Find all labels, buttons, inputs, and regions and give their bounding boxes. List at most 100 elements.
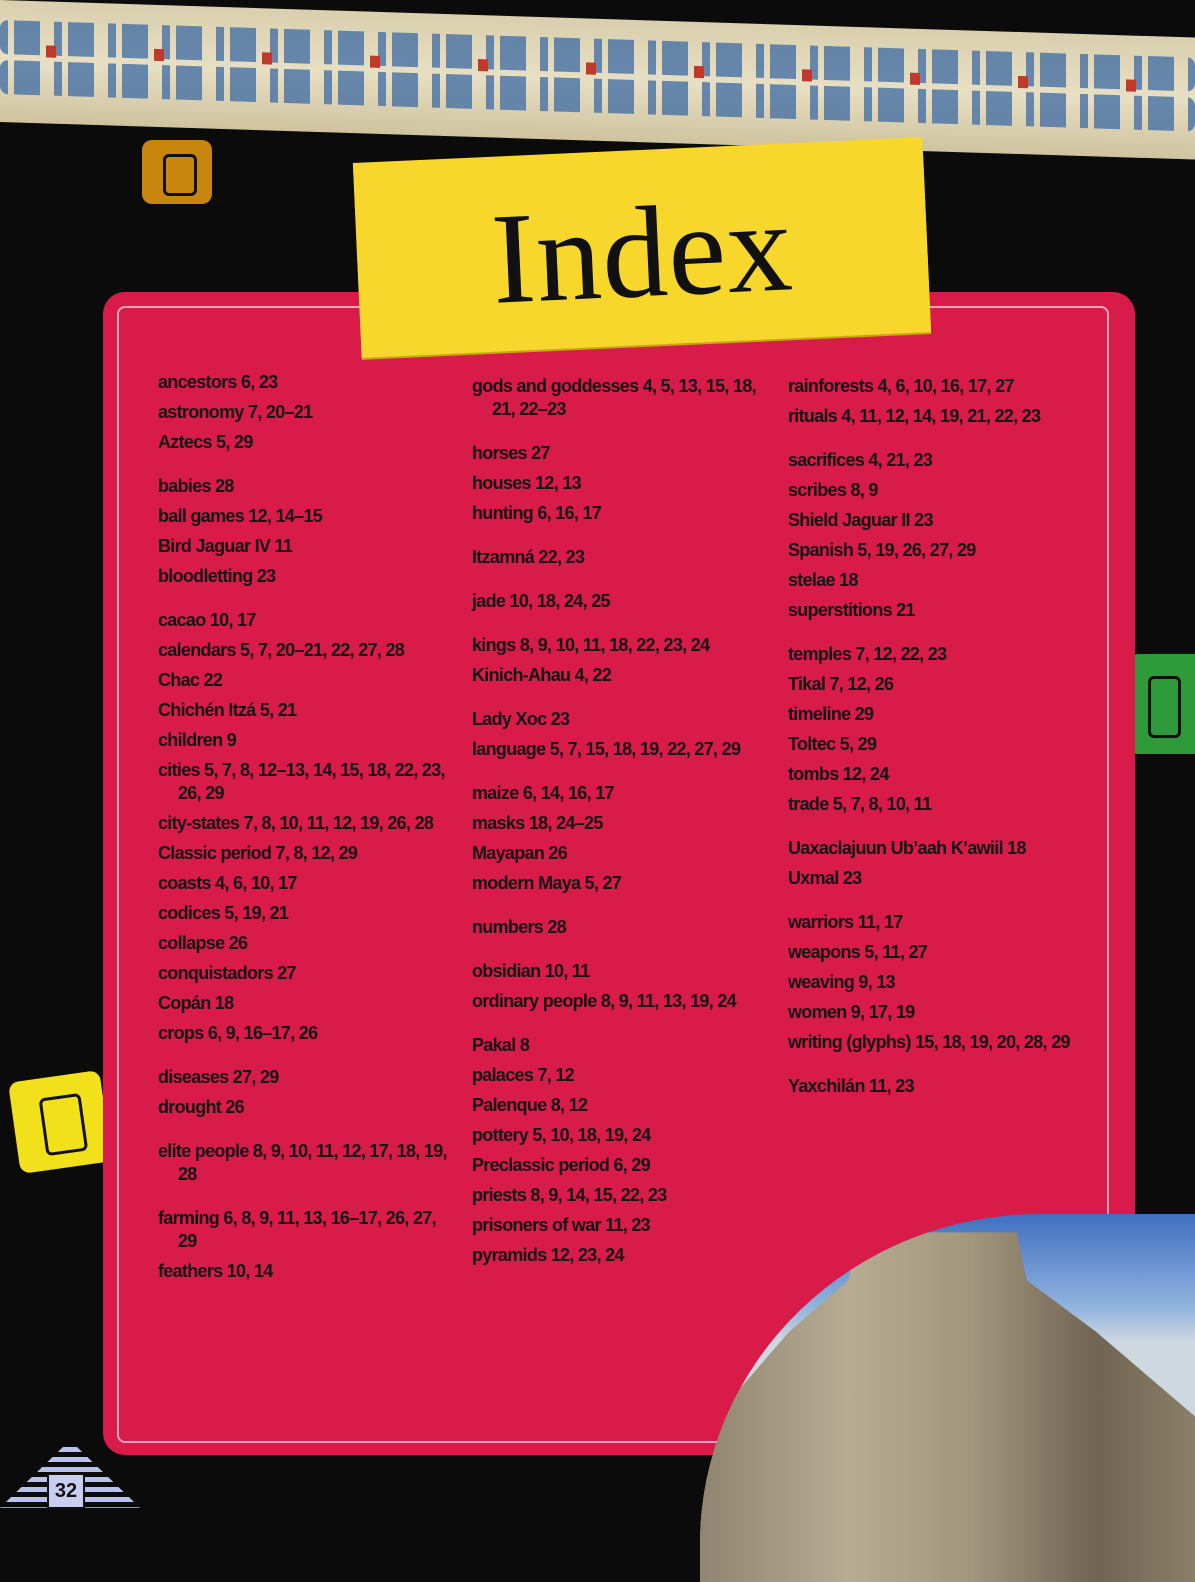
index-entry: Toltec 5, 29 bbox=[788, 734, 877, 754]
maya-glyph-icon bbox=[142, 140, 212, 204]
index-entry: Spanish 5, 19, 26, 27, 29 bbox=[788, 540, 976, 560]
index-entry: crops 6, 9, 16–17, 26 bbox=[158, 1023, 318, 1043]
index-entry: cities 5, 7, 8, 12–13, 14, 15, 18, 22, 2… bbox=[158, 760, 446, 803]
index-entry: coasts 4, 6, 10, 17 bbox=[158, 873, 298, 893]
index-entry: gods and goddesses 4, 5, 13, 15, 18, 21,… bbox=[472, 376, 757, 419]
index-entry: collapse 26 bbox=[158, 933, 248, 953]
index-group: temples 7, 12, 22, 23 Tikal 7, 12, 26 time… bbox=[788, 643, 1088, 816]
index-group: numbers 28 bbox=[472, 916, 772, 939]
index-entry: ball games 12, 14–15 bbox=[158, 506, 323, 526]
maya-glyph-icon bbox=[1128, 654, 1195, 754]
index-entry: Bird Jaguar IV 11 bbox=[158, 536, 293, 556]
index-group: sacrifices 4, 21, 23 scribes 8, 9 Shield J… bbox=[788, 449, 1088, 622]
index-column-2: gods and goddesses 4, 5, 13, 15, 18, 21,… bbox=[472, 375, 772, 1288]
index-entry: conquistadors 27 bbox=[158, 963, 297, 983]
index-entry: horses 27 bbox=[472, 443, 550, 463]
index-entry: maize 6, 14, 16, 17 bbox=[472, 783, 615, 803]
index-entry: Shield Jaguar II 23 bbox=[788, 510, 933, 530]
index-entry: Yaxchilán 11, 23 bbox=[788, 1076, 915, 1096]
index-entry: priests 8, 9, 14, 15, 22, 23 bbox=[472, 1185, 667, 1205]
index-entry: astronomy 7, 20–21 bbox=[158, 402, 313, 422]
index-entry: palaces 7, 12 bbox=[472, 1065, 575, 1085]
index-entry: drought 26 bbox=[158, 1097, 245, 1117]
index-entry: temples 7, 12, 22, 23 bbox=[788, 644, 947, 664]
index-group: jade 10, 18, 24, 25 bbox=[472, 590, 772, 613]
index-column-3: rainforests 4, 6, 10, 16, 17, 27 rituals … bbox=[788, 375, 1088, 1119]
index-group: elite people 8, 9, 10, 11, 12, 17, 18, 1… bbox=[158, 1140, 458, 1186]
index-column-1: ancestors 6, 23 astronomy 7, 20–21 Aztecs … bbox=[158, 371, 458, 1304]
index-entry: Chac 22 bbox=[158, 670, 223, 690]
index-entry: Kinich-Ahau 4, 22 bbox=[472, 665, 612, 685]
index-entry: bloodletting 23 bbox=[158, 566, 276, 586]
index-group: kings 8, 9, 10, 11, 18, 22, 23, 24 Kinich… bbox=[472, 634, 772, 687]
index-entry: babies 28 bbox=[158, 476, 234, 496]
page-title: Index bbox=[488, 174, 796, 332]
index-entry: Tikal 7, 12, 26 bbox=[788, 674, 894, 694]
index-group: ancestors 6, 23 astronomy 7, 20–21 Aztecs … bbox=[158, 371, 458, 454]
index-group: maize 6, 14, 16, 17 masks 18, 24–25 Mayapa… bbox=[472, 782, 772, 895]
index-entry: language 5, 7, 15, 18, 19, 22, 27, 29 bbox=[472, 739, 741, 759]
index-entry: stelae 18 bbox=[788, 570, 858, 590]
index-group: Pakal 8 palaces 7, 12 Palenque 8, 12 potter… bbox=[472, 1034, 772, 1267]
index-entry: codices 5, 19, 21 bbox=[158, 903, 289, 923]
index-entry: pottery 5, 10, 18, 19, 24 bbox=[472, 1125, 651, 1145]
index-entry: tombs 12, 24 bbox=[788, 764, 889, 784]
index-entry: houses 12, 13 bbox=[472, 473, 582, 493]
index-entry: Aztecs 5, 29 bbox=[158, 432, 253, 452]
index-entry: women 9, 17, 19 bbox=[788, 1002, 915, 1022]
index-entry: weapons 5, 11, 27 bbox=[788, 942, 928, 962]
index-entry: jade 10, 18, 24, 25 bbox=[472, 591, 611, 611]
index-group: gods and goddesses 4, 5, 13, 15, 18, 21,… bbox=[472, 375, 772, 421]
index-entry: weaving 9, 13 bbox=[788, 972, 896, 992]
index-group: Lady Xoc 23 language 5, 7, 15, 18, 19, 22… bbox=[472, 708, 772, 761]
index-group: Itzamná 22, 23 bbox=[472, 546, 772, 569]
maya-pattern-border bbox=[0, 0, 1195, 160]
title-banner: Index bbox=[352, 137, 932, 358]
index-group: cacao 10, 17 calendars 5, 7, 20–21, 22, 2… bbox=[158, 609, 458, 1045]
index-entry: calendars 5, 7, 20–21, 22, 27, 28 bbox=[158, 640, 405, 660]
index-entry: cacao 10, 17 bbox=[158, 610, 256, 630]
page-number-badge: 32 bbox=[0, 1447, 140, 1511]
index-entry: Preclassic period 6, 29 bbox=[472, 1155, 651, 1175]
index-entry: rainforests 4, 6, 10, 16, 17, 27 bbox=[788, 376, 1014, 396]
index-entry: children 9 bbox=[158, 730, 237, 750]
index-group: warriors 11, 17 weapons 5, 11, 27 weaving … bbox=[788, 911, 1088, 1054]
index-entry: Lady Xoc 23 bbox=[472, 709, 570, 729]
index-entry: prisoners of war 11, 23 bbox=[472, 1215, 651, 1235]
page-number: 32 bbox=[47, 1473, 85, 1509]
index-entry: hunting 6, 16, 17 bbox=[472, 503, 602, 523]
index-group: diseases 27, 29 drought 26 bbox=[158, 1066, 458, 1119]
index-entry: warriors 11, 17 bbox=[788, 912, 903, 932]
index-entry: feathers 10, 14 bbox=[158, 1261, 273, 1281]
index-group: Yaxchilán 11, 23 bbox=[788, 1075, 1088, 1098]
index-entry: Pakal 8 bbox=[472, 1035, 530, 1055]
index-entry: pyramids 12, 23, 24 bbox=[472, 1245, 625, 1265]
index-entry: obsidian 10, 11 bbox=[472, 961, 590, 981]
index-entry: farming 6, 8, 9, 11, 13, 16–17, 26, 27, … bbox=[158, 1208, 437, 1251]
index-group: Uaxaclajuun Ub’aah K’awiil 18 Uxmal 23 bbox=[788, 837, 1088, 890]
index-entry: modern Maya 5, 27 bbox=[472, 873, 622, 893]
index-entry: Uaxaclajuun Ub’aah K’awiil 18 bbox=[788, 838, 1026, 858]
index-entry: ordinary people 8, 9, 11, 13, 19, 24 bbox=[472, 991, 737, 1011]
index-entry: city-states 7, 8, 10, 11, 12, 19, 26, 28 bbox=[158, 813, 434, 833]
index-entry: ancestors 6, 23 bbox=[158, 372, 278, 392]
index-entry: masks 18, 24–25 bbox=[472, 813, 603, 833]
index-entry: diseases 27, 29 bbox=[158, 1067, 279, 1087]
index-entry: timeline 29 bbox=[788, 704, 874, 724]
index-entry: numbers 28 bbox=[472, 917, 567, 937]
index-entry: Copán 18 bbox=[158, 993, 234, 1013]
index-entry: Palenque 8, 12 bbox=[472, 1095, 588, 1115]
maya-glyph-icon bbox=[8, 1070, 112, 1174]
index-group: rainforests 4, 6, 10, 16, 17, 27 rituals … bbox=[788, 375, 1088, 428]
index-entry: writing (glyphs) 15, 18, 19, 20, 28, 29 bbox=[788, 1032, 1071, 1052]
index-entry: Itzamná 22, 23 bbox=[472, 547, 585, 567]
index-entry: Chichén Itzá 5, 21 bbox=[158, 700, 297, 720]
index-group: farming 6, 8, 9, 11, 13, 16–17, 26, 27, … bbox=[158, 1207, 458, 1283]
index-entry: Classic period 7, 8, 12, 29 bbox=[158, 843, 358, 863]
index-entry: kings 8, 9, 10, 11, 18, 22, 23, 24 bbox=[472, 635, 710, 655]
index-entry: superstitions 21 bbox=[788, 600, 916, 620]
index-entry: Mayapan 26 bbox=[472, 843, 568, 863]
index-entry: rituals 4, 11, 12, 14, 19, 21, 22, 23 bbox=[788, 406, 1041, 426]
index-entry: sacrifices 4, 21, 23 bbox=[788, 450, 933, 470]
index-entry: Uxmal 23 bbox=[788, 868, 862, 888]
